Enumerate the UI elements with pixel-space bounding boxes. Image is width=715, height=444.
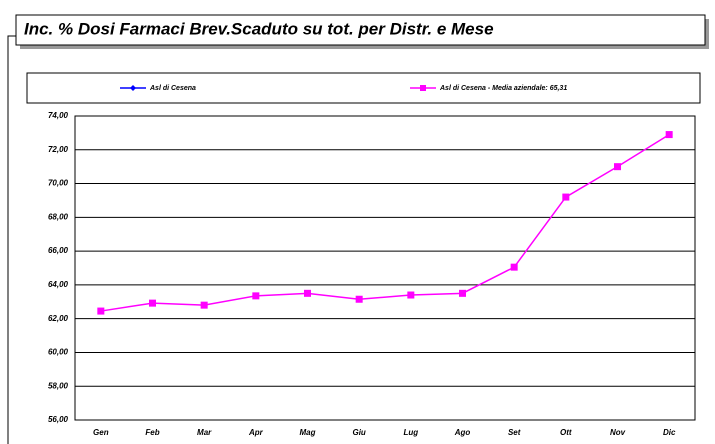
y-tick-label: 72,00	[48, 145, 69, 154]
x-tick-label: Feb	[145, 428, 159, 437]
point	[252, 292, 260, 300]
point	[562, 193, 570, 201]
plot-area	[74, 115, 696, 421]
point	[407, 291, 415, 299]
x-tick-label: Mar	[197, 428, 212, 437]
legend-marker	[420, 85, 426, 91]
y-tick-label: 74,00	[48, 111, 69, 120]
x-tick-label: Giu	[352, 428, 365, 437]
x-tick-label: Set	[508, 428, 521, 437]
x-tick-label: Mag	[300, 428, 316, 437]
legend-marker	[130, 85, 136, 91]
point	[97, 307, 105, 315]
x-tick-label: Ago	[454, 428, 471, 437]
y-tick-label: 60,00	[48, 348, 69, 357]
y-tick-label: 62,00	[48, 314, 69, 323]
y-tick-label: 64,00	[48, 280, 69, 289]
outer-frame	[7, 35, 16, 444]
x-tick-label: Apr	[248, 428, 264, 437]
point	[200, 301, 208, 309]
legend-label: Asl di Cesena	[149, 85, 196, 92]
legend-label: Asl di Cesena - Media aziendale: 65,31	[439, 85, 567, 92]
point	[355, 295, 363, 303]
x-tick-label: Gen	[93, 428, 109, 437]
title-box	[15, 14, 706, 46]
x-tick-label: Nov	[610, 428, 626, 437]
point	[614, 163, 621, 171]
chart-title: Inc. % Dosi Farmaci Brev.Scaduto su tot.…	[24, 19, 494, 38]
series-line	[100, 133, 670, 312]
y-tick-label: 56,00	[48, 415, 69, 424]
y-tick-label: 70,00	[48, 179, 69, 188]
x-tick-label: Ott	[560, 428, 572, 437]
point	[665, 131, 673, 139]
point	[149, 299, 156, 307]
y-tick-label: 66,00	[48, 246, 69, 255]
x-tick-label: Dic	[663, 428, 676, 437]
x-tick-label: Lug	[403, 428, 418, 437]
point	[510, 263, 518, 271]
point	[304, 289, 311, 297]
point	[459, 289, 466, 297]
y-tick-label: 58,00	[48, 381, 69, 390]
y-tick-label: 68,00	[48, 212, 69, 221]
